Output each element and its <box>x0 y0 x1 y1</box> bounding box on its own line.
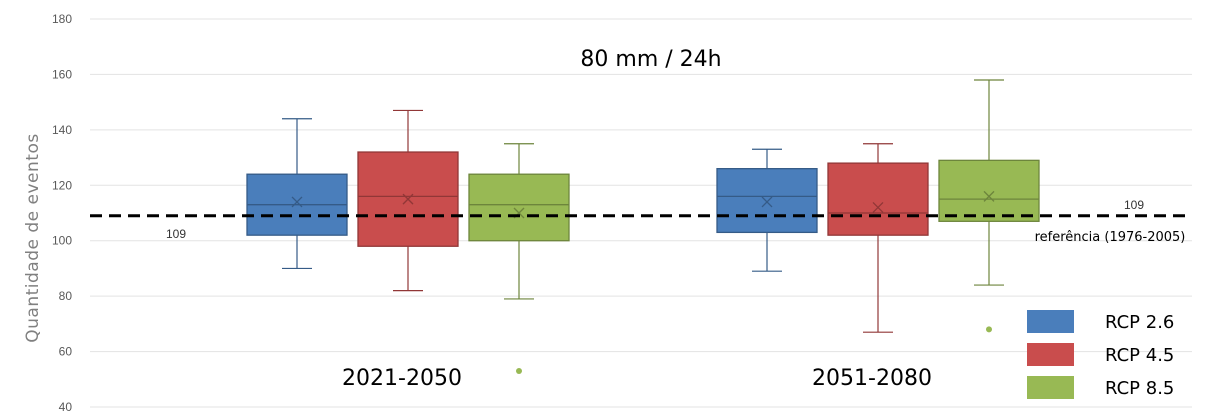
outlier-point <box>516 367 522 374</box>
reference-value-label: 109 <box>166 227 186 241</box>
reference-label: referência (1976-2005) <box>1035 230 1186 245</box>
y-tick-label: 40 <box>59 400 73 414</box>
y-tick-label: 100 <box>52 234 72 248</box>
mean-marker <box>402 193 414 205</box>
mean-marker <box>761 196 773 208</box>
y-tick-label: 160 <box>52 67 72 81</box>
legend-item: RCP 2.6 <box>1027 310 1174 333</box>
reference-line-group: 109 109 referência (1976-2005) <box>90 198 1192 245</box>
box-iqr <box>357 151 459 247</box>
y-axis-label: Quantidade de eventos <box>23 133 43 342</box>
legend-swatch <box>1027 343 1074 366</box>
mean-marker <box>872 201 884 213</box>
legend-swatch <box>1027 376 1074 399</box>
chart-title: 80 mm / 24h <box>580 47 721 72</box>
box-rcp45-0 <box>357 109 459 292</box>
box-iqr <box>938 159 1040 222</box>
y-tick-label: 120 <box>52 178 72 192</box>
y-axis-ticks: 40 60 80 100 120 140 160 180 <box>52 12 72 414</box>
mean-marker <box>291 196 303 208</box>
category-label: 2051-2080 <box>812 366 932 391</box>
category-labels: 2021-2050 2051-2080 <box>342 366 932 391</box>
box-iqr <box>716 168 818 234</box>
legend-label: RCP 8.5 <box>1105 378 1174 399</box>
box-rcp26-1 <box>716 148 818 272</box>
legend-label: RCP 4.5 <box>1105 345 1174 366</box>
box-rcp26-0 <box>246 118 348 270</box>
box-rcp85-0 <box>468 143 570 374</box>
legend-label: RCP 2.6 <box>1105 312 1174 333</box>
y-tick-label: 60 <box>59 345 73 359</box>
box-rcp45-1 <box>827 143 929 333</box>
category-label: 2021-2050 <box>342 366 462 391</box>
outlier-point <box>986 326 992 333</box>
boxes <box>246 79 1040 374</box>
y-tick-label: 80 <box>59 289 73 303</box>
mean-marker <box>983 190 995 202</box>
legend-item: RCP 4.5 <box>1027 343 1174 366</box>
box-iqr <box>468 173 570 242</box>
box-iqr <box>827 162 929 236</box>
y-tick-label: 140 <box>52 123 72 137</box>
y-tick-label: 180 <box>52 12 72 26</box>
legend: RCP 2.6 RCP 4.5 RCP 8.5 <box>1027 310 1174 399</box>
reference-value-label: 109 <box>1124 198 1144 212</box>
legend-item: RCP 8.5 <box>1027 376 1174 399</box>
box-rcp85-1 <box>938 79 1040 333</box>
legend-swatch <box>1027 310 1074 333</box>
